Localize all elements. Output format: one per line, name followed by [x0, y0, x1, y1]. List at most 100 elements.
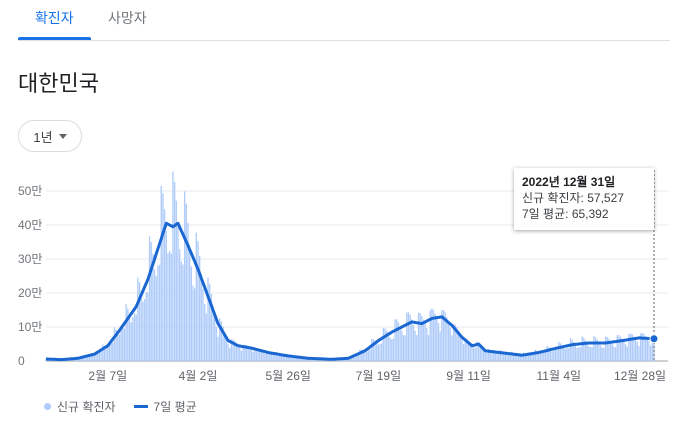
daily-bar — [568, 348, 570, 361]
daily-bar — [447, 321, 450, 361]
daily-bar — [559, 343, 562, 361]
period-dropdown[interactable]: 1년 — [18, 120, 82, 152]
daily-bar — [489, 351, 491, 361]
daily-bar — [107, 347, 109, 361]
x-tick-label: 12월 28일 — [614, 369, 666, 383]
daily-bar — [648, 341, 650, 361]
daily-bar — [162, 193, 164, 361]
daily-bar — [551, 351, 553, 361]
daily-bar — [604, 336, 607, 361]
daily-bar — [594, 337, 597, 361]
daily-bar — [87, 355, 89, 361]
y-tick-label: 0 — [18, 354, 25, 368]
daily-bar — [451, 335, 453, 361]
daily-bar — [394, 319, 396, 361]
daily-bar — [391, 339, 393, 361]
daily-bar — [464, 337, 466, 361]
daily-bar — [583, 337, 585, 361]
daily-bar — [242, 345, 244, 361]
y-tick-label: 40만 — [18, 218, 42, 232]
avg-line — [46, 221, 655, 362]
chart-tooltip: 2022년 12월 31일 신규 확진자: 57,527 7일 평균: 65,3… — [514, 168, 654, 230]
daily-bar — [402, 335, 405, 361]
daily-bar — [459, 334, 461, 361]
daily-bar — [122, 327, 124, 361]
tab-confirmed[interactable]: 확진자 — [35, 10, 74, 26]
daily-bar — [97, 352, 99, 361]
daily-bar — [287, 356, 289, 361]
daily-bar — [466, 339, 468, 361]
daily-bar — [252, 351, 254, 361]
daily-bar — [546, 345, 548, 361]
daily-bar — [487, 348, 490, 361]
daily-bar — [381, 343, 383, 361]
daily-bar — [509, 354, 512, 361]
daily-bar — [581, 336, 583, 361]
daily-bar — [576, 348, 578, 361]
daily-bar — [204, 304, 206, 361]
daily-bar — [563, 348, 565, 361]
daily-bar — [359, 349, 361, 361]
daily-bar — [471, 345, 473, 361]
daily-bar — [382, 327, 385, 361]
daily-bar — [571, 339, 573, 361]
daily-bar — [290, 356, 293, 361]
daily-bar — [467, 340, 470, 361]
daily-bar — [143, 299, 146, 361]
x-tick-label: 4월 2일 — [179, 369, 218, 383]
daily-bar — [476, 341, 478, 361]
daily-bar — [649, 345, 652, 361]
daily-bar — [115, 329, 117, 361]
daily-bar — [260, 350, 263, 361]
daily-bar — [539, 353, 542, 361]
daily-bar — [234, 340, 236, 361]
daily-bar — [651, 335, 653, 361]
daily-bar — [222, 326, 224, 361]
daily-bar — [178, 249, 181, 361]
legend-bars-label: 신규 확진자 — [57, 400, 116, 414]
daily-bar — [644, 336, 647, 361]
daily-bar — [481, 346, 483, 361]
daily-bar — [182, 264, 184, 361]
daily-bar — [389, 337, 391, 361]
daily-bar — [528, 354, 530, 361]
chart-legend: 신규 확진자 7일 평균 — [44, 398, 197, 415]
daily-bar — [237, 345, 239, 361]
daily-bar — [165, 230, 167, 361]
x-axis-labels: 2월 7일 4월 2일 5월 26일 7월 19일 9월 11일 11월 4일 12월 28… — [88, 369, 666, 383]
daily-bar — [202, 288, 204, 361]
tab-deaths[interactable]: 사망자 — [108, 10, 147, 26]
daily-bar — [548, 347, 550, 361]
daily-bar — [397, 322, 400, 361]
daily-bar — [426, 327, 428, 361]
daily-bar — [292, 356, 294, 361]
daily-bar — [411, 319, 413, 361]
daily-bar — [386, 330, 388, 361]
daily-bar — [558, 341, 560, 361]
daily-bar — [641, 332, 643, 361]
daily-bar — [157, 265, 159, 361]
daily-bar — [437, 323, 440, 361]
daily-bar — [462, 344, 465, 361]
daily-bar — [361, 349, 363, 361]
daily-bar — [634, 338, 637, 361]
period-label: 1년 — [33, 129, 53, 145]
daily-bar — [85, 356, 87, 361]
daily-bar — [305, 358, 308, 361]
daily-bar — [259, 349, 261, 361]
daily-bar — [508, 353, 510, 361]
daily-bar — [227, 343, 229, 361]
daily-bar — [285, 355, 288, 361]
daily-bar — [249, 347, 251, 361]
daily-bar — [628, 333, 630, 361]
daily-bar — [432, 309, 435, 361]
daily-bar — [229, 347, 231, 361]
daily-bar — [619, 336, 622, 361]
daily-bar — [387, 334, 390, 361]
daily-bar — [354, 356, 356, 361]
daily-bar — [269, 352, 271, 361]
daily-bar — [102, 344, 104, 361]
cases-chart[interactable]: 0 10만 20만 30만 40만 50만 2월 7일 4월 2일 5월 26일 7월 19일 9… — [0, 0, 697, 395]
daily-bar — [247, 346, 249, 361]
daily-bar — [554, 349, 557, 361]
